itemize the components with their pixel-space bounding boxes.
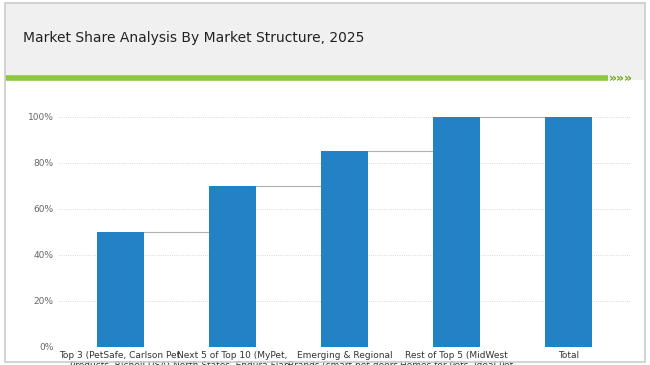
Bar <box>321 151 368 347</box>
Text: »»»: »»» <box>609 72 633 85</box>
Bar <box>209 186 256 347</box>
Bar <box>545 117 592 347</box>
Text: Market Share Analysis By Market Structure, 2025: Market Share Analysis By Market Structur… <box>23 31 364 45</box>
Bar <box>97 232 144 347</box>
Bar <box>433 117 480 347</box>
